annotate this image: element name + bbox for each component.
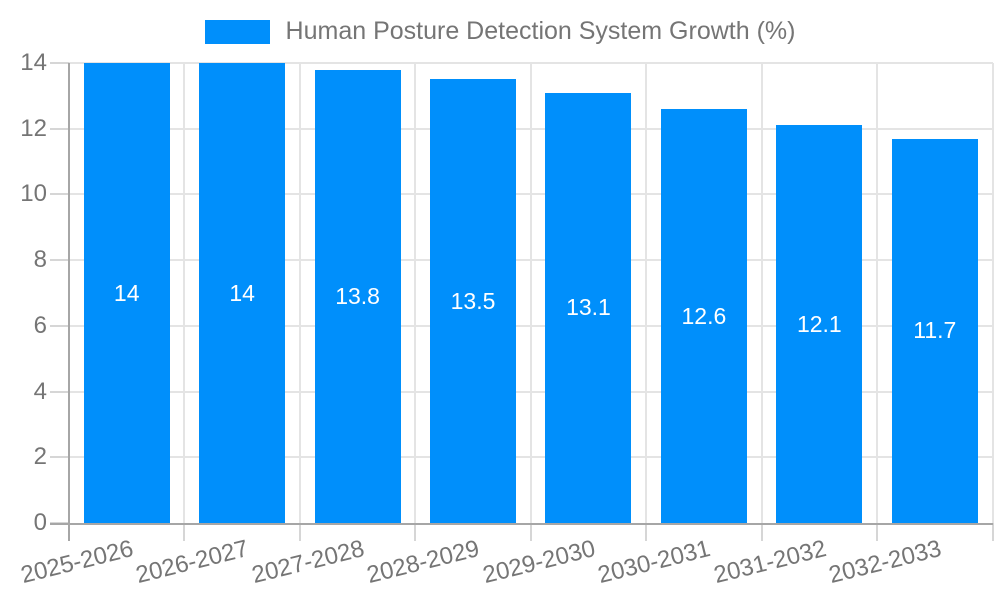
y-axis-tick	[50, 324, 69, 327]
x-axis-tick	[298, 523, 301, 541]
y-axis-tick	[50, 62, 69, 64]
bar-value-label: 11.7	[913, 317, 957, 344]
x-gridline	[991, 63, 994, 523]
y-axis-line	[68, 63, 70, 541]
bar-value-label: 13.5	[450, 287, 496, 314]
y-axis-tick	[50, 456, 69, 459]
bar[interactable]: 13.8	[314, 69, 401, 523]
bar-value-label: 14	[113, 279, 140, 306]
bar-value-label: 14	[229, 279, 255, 306]
x-axis-tick	[991, 523, 994, 541]
x-gridline	[414, 63, 417, 523]
y-tick-label: 14	[20, 49, 47, 76]
y-tick-label: 0	[33, 509, 47, 536]
bar-value-label: 13.8	[335, 282, 380, 309]
bar[interactable]: 13.1	[545, 92, 632, 523]
y-tick-label: 2	[33, 443, 47, 471]
x-axis-tick	[645, 523, 648, 541]
x-tick-label: 2032-2033	[826, 535, 945, 589]
x-gridline	[529, 63, 532, 523]
bar-value-label: 12.6	[681, 302, 727, 329]
x-gridline	[645, 63, 648, 523]
x-tick-label: 2030-2031	[595, 535, 714, 589]
x-tick-label: 2031-2032	[710, 535, 829, 589]
y-tick-label: 6	[33, 311, 47, 339]
x-tick-label: 2029-2030	[479, 535, 598, 589]
x-gridline	[876, 63, 879, 523]
bar[interactable]: 12.6	[660, 109, 747, 523]
bar-value-label: 13.1	[566, 294, 611, 321]
bar[interactable]: 12.1	[776, 125, 863, 523]
x-tick-label: 2025-2026	[18, 535, 137, 589]
bar-value-label: 12.1	[796, 310, 842, 337]
y-axis-tick	[50, 127, 69, 130]
legend-swatch-icon	[204, 19, 270, 44]
x-axis-tick	[183, 523, 186, 541]
bar[interactable]: 11.7	[891, 138, 978, 523]
x-axis-tick	[414, 523, 417, 541]
x-gridline	[183, 63, 186, 523]
y-tick-label: 8	[33, 246, 47, 274]
y-axis-tick	[50, 259, 69, 262]
x-tick-label: 2027-2028	[248, 535, 367, 589]
bar[interactable]: 14	[199, 63, 286, 523]
legend-item[interactable]: Human Posture Detection System Growth (%…	[204, 17, 796, 46]
x-axis-tick	[529, 523, 532, 541]
x-axis-tick	[876, 523, 879, 541]
bar[interactable]: 13.5	[430, 79, 517, 523]
y-axis-tick	[50, 390, 69, 393]
y-tick-label: 10	[20, 180, 47, 208]
x-gridline	[760, 63, 763, 523]
x-axis-tick	[760, 523, 763, 541]
x-gridline	[298, 63, 301, 523]
x-tick-label: 2026-2027	[133, 535, 252, 589]
x-tick-label: 2028-2029	[364, 535, 483, 589]
y-tick-label: 4	[33, 377, 47, 405]
x-axis-line	[50, 523, 993, 525]
y-axis-tick	[50, 193, 69, 196]
legend-label: Human Posture Detection System Growth (%…	[285, 17, 796, 45]
bar[interactable]: 14	[83, 63, 170, 523]
y-tick-label: 12	[20, 114, 47, 142]
legend: Human Posture Detection System Growth (%…	[0, 17, 1000, 46]
